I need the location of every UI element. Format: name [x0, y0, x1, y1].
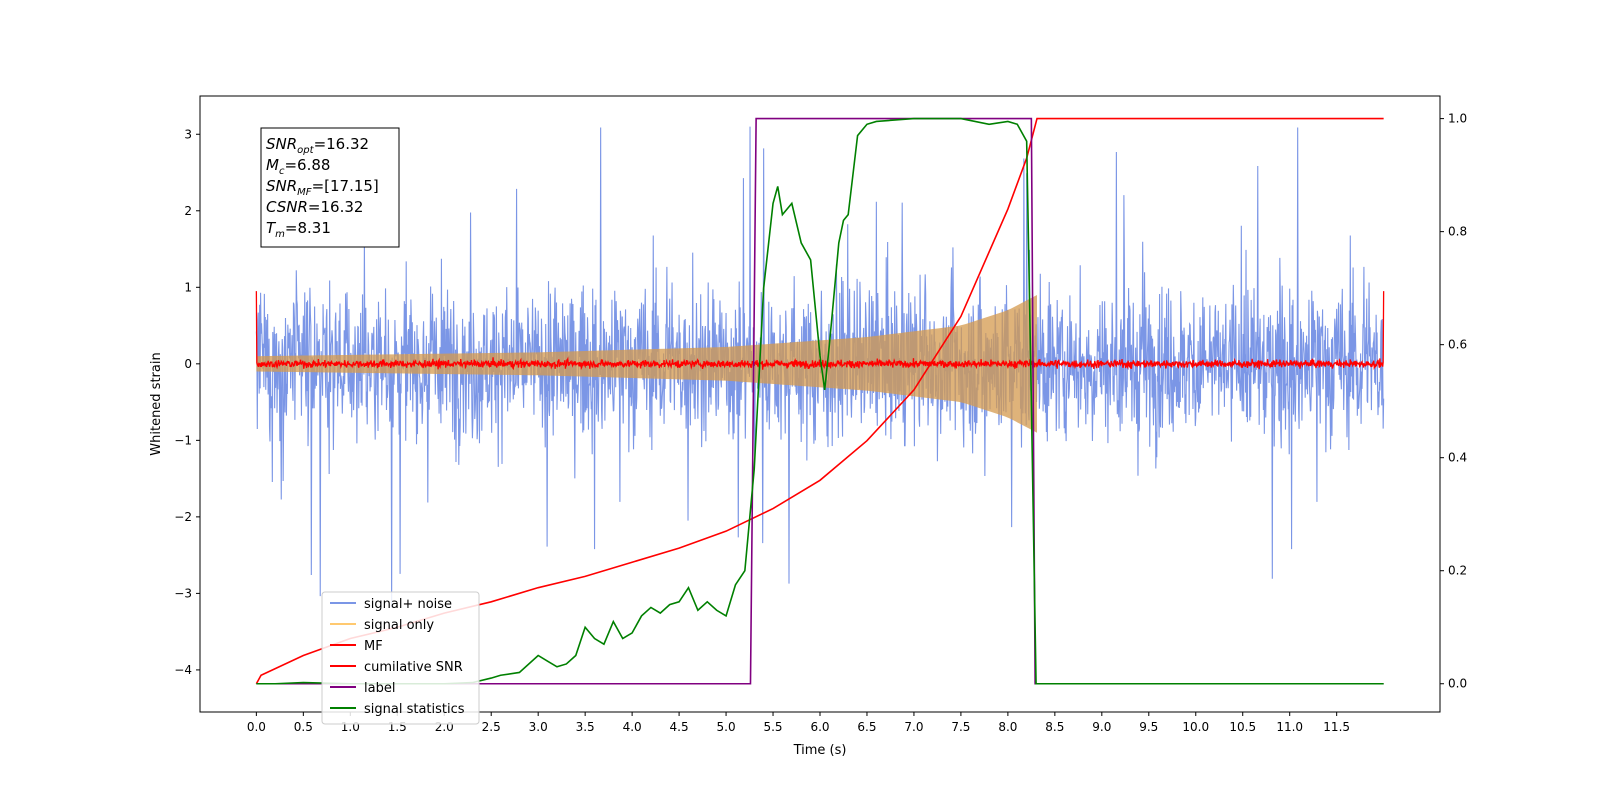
y-tick-label: −3 [174, 586, 192, 600]
y2-tick-label: 0.0 [1448, 677, 1467, 691]
annotation-snr-mf: SNRMF=[17.15] [266, 177, 379, 198]
x-tick-label: 7.0 [904, 720, 923, 734]
x-tick-label: 9.5 [1139, 720, 1158, 734]
x-tick-label: 5.0 [717, 720, 736, 734]
x-tick-label: 11.0 [1276, 720, 1303, 734]
annotation-snr-opt: SNRopt=16.32 [266, 135, 369, 156]
y-tick-label: 2 [184, 204, 192, 218]
y-tick-label: −4 [174, 663, 192, 677]
annotation-box: SNRopt=16.32 Mc=6.88 SNRMF=[17.15] CSNR=… [260, 127, 400, 248]
x-tick-label: 3.5 [576, 720, 595, 734]
x-tick-label: 2.5 [482, 720, 501, 734]
x-axis-label: Time (s) [793, 743, 847, 758]
x-tick-label: 5.5 [763, 720, 782, 734]
x-tick-label: 6.0 [810, 720, 829, 734]
x-tick-label: 4.5 [670, 720, 689, 734]
annotation-mc: Mc=6.88 [266, 156, 330, 177]
y-tick-label: −1 [174, 433, 192, 447]
x-tick-label: 10.5 [1229, 720, 1256, 734]
x-tick-label: 0.0 [247, 720, 266, 734]
series-signal-statistics-line [256, 117, 1384, 685]
legend-label-signal-noise: signal+ noise [364, 597, 452, 612]
legend-label-signal-only: signal only [364, 618, 434, 633]
y-axis-label: Whitened strain [149, 352, 164, 455]
series-mf-line [255, 291, 1385, 371]
y2-tick-label: 0.2 [1448, 564, 1467, 578]
x-tick-label: 7.5 [951, 720, 970, 734]
legend-frame [321, 591, 480, 725]
legend-label-signal-statistics: signal statistics [364, 702, 465, 717]
y2-tick-label: 0.4 [1448, 451, 1467, 465]
x-tick-label: 11.5 [1323, 720, 1350, 734]
x-tick-label: 4.0 [623, 720, 642, 734]
legend-label-cumilative-snr: cumilative SNR [364, 660, 463, 675]
legend-label-mf: MF [364, 639, 383, 654]
axes: 0.0 0.5 1.0 1.5 2.0 2.5 3.0 3.5 4.0 4.5 5.0 5.5 6.0 6… [174, 112, 1467, 734]
x-tick-label: 0.5 [294, 720, 313, 734]
x-tick-label: 8.5 [1045, 720, 1064, 734]
y-tick-label: 3 [184, 127, 192, 141]
y-tick-label: −2 [174, 510, 192, 524]
x-tick-label: 6.5 [857, 720, 876, 734]
legend-label-label: label [364, 681, 395, 696]
y-tick-label: 0 [184, 357, 192, 371]
x-tick-label: 9.0 [1092, 720, 1111, 734]
y2-tick-label: 1.0 [1448, 112, 1467, 126]
y2-tick-label: 0.8 [1448, 225, 1467, 239]
annotation-tm: Tm=8.31 [266, 219, 331, 240]
x-tick-label: 10.0 [1182, 720, 1209, 734]
x-tick-label: 3.0 [529, 720, 548, 734]
legend: signal+ noise signal only MF cumilative SNR… [321, 591, 480, 725]
y-tick-label: 1 [184, 280, 192, 294]
x-tick-label: 8.0 [998, 720, 1017, 734]
y2-tick-label: 0.6 [1448, 338, 1467, 352]
annotation-csnr: CSNR=16.32 [266, 198, 363, 216]
